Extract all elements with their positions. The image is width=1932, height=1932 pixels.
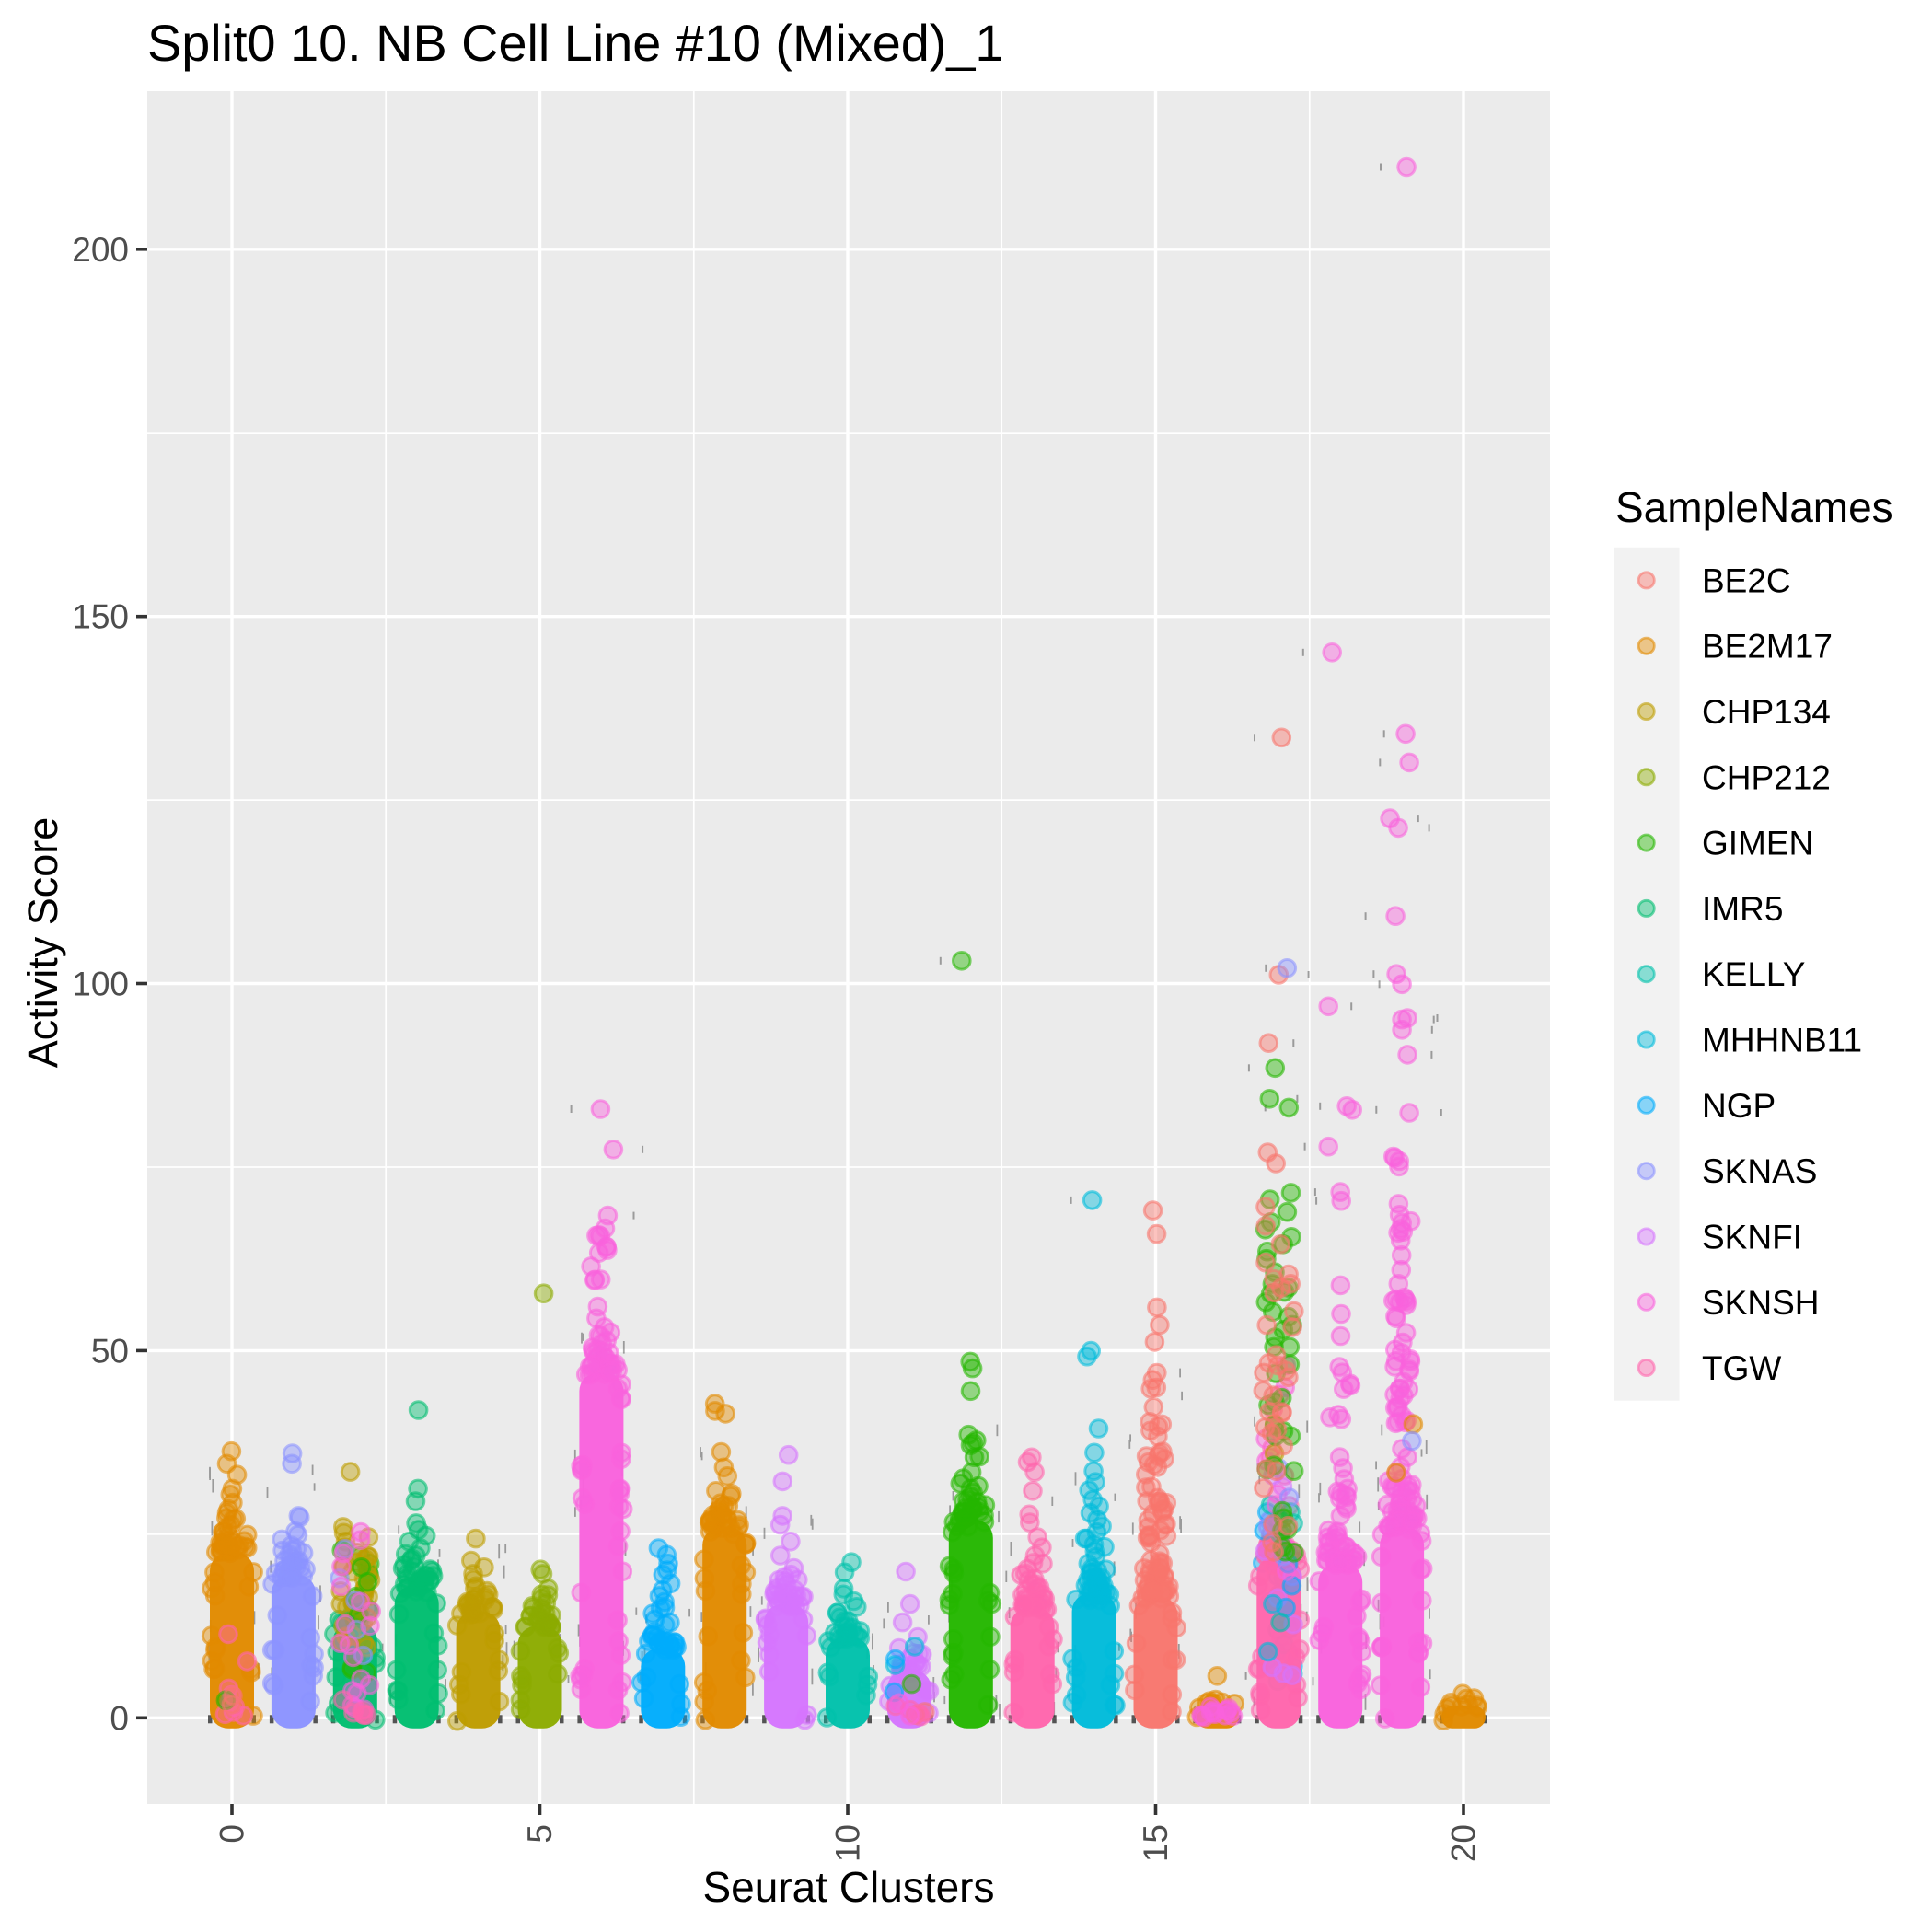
svg-text:SKNSH: SKNSH (1702, 1284, 1819, 1322)
svg-text:20: 20 (1445, 1824, 1483, 1862)
svg-text:KELLY: KELLY (1702, 955, 1805, 993)
svg-text:SKNAS: SKNAS (1702, 1152, 1817, 1190)
svg-text:BE2M17: BE2M17 (1702, 628, 1833, 665)
svg-text:BE2C: BE2C (1702, 561, 1791, 599)
svg-text:MHHNB11: MHHNB11 (1702, 1022, 1862, 1059)
svg-text:CHP134: CHP134 (1702, 693, 1831, 731)
svg-text:0: 0 (214, 1824, 251, 1844)
svg-text:Split0 10. NB Cell Line #10 (M: Split0 10. NB Cell Line #10 (Mixed)_1 (147, 14, 1003, 72)
svg-text:SampleNames: SampleNames (1615, 483, 1893, 531)
svg-text:Seurat Clusters: Seurat Clusters (702, 1863, 994, 1911)
svg-text:5: 5 (521, 1824, 559, 1844)
svg-text:CHP212: CHP212 (1702, 758, 1831, 796)
svg-text:50: 50 (91, 1332, 129, 1370)
svg-text:0: 0 (110, 1699, 129, 1737)
svg-text:10: 10 (829, 1824, 867, 1862)
svg-text:GIMEN: GIMEN (1702, 825, 1813, 862)
svg-text:NGP: NGP (1702, 1087, 1776, 1125)
svg-text:TGW: TGW (1702, 1349, 1781, 1387)
svg-text:150: 150 (72, 598, 129, 636)
svg-text:IMR5: IMR5 (1702, 890, 1783, 928)
svg-text:200: 200 (72, 231, 129, 269)
svg-text:SKNFI: SKNFI (1702, 1219, 1802, 1256)
svg-text:15: 15 (1137, 1824, 1174, 1862)
svg-text:Activity Score: Activity Score (19, 817, 66, 1069)
svg-text:100: 100 (72, 966, 129, 1003)
